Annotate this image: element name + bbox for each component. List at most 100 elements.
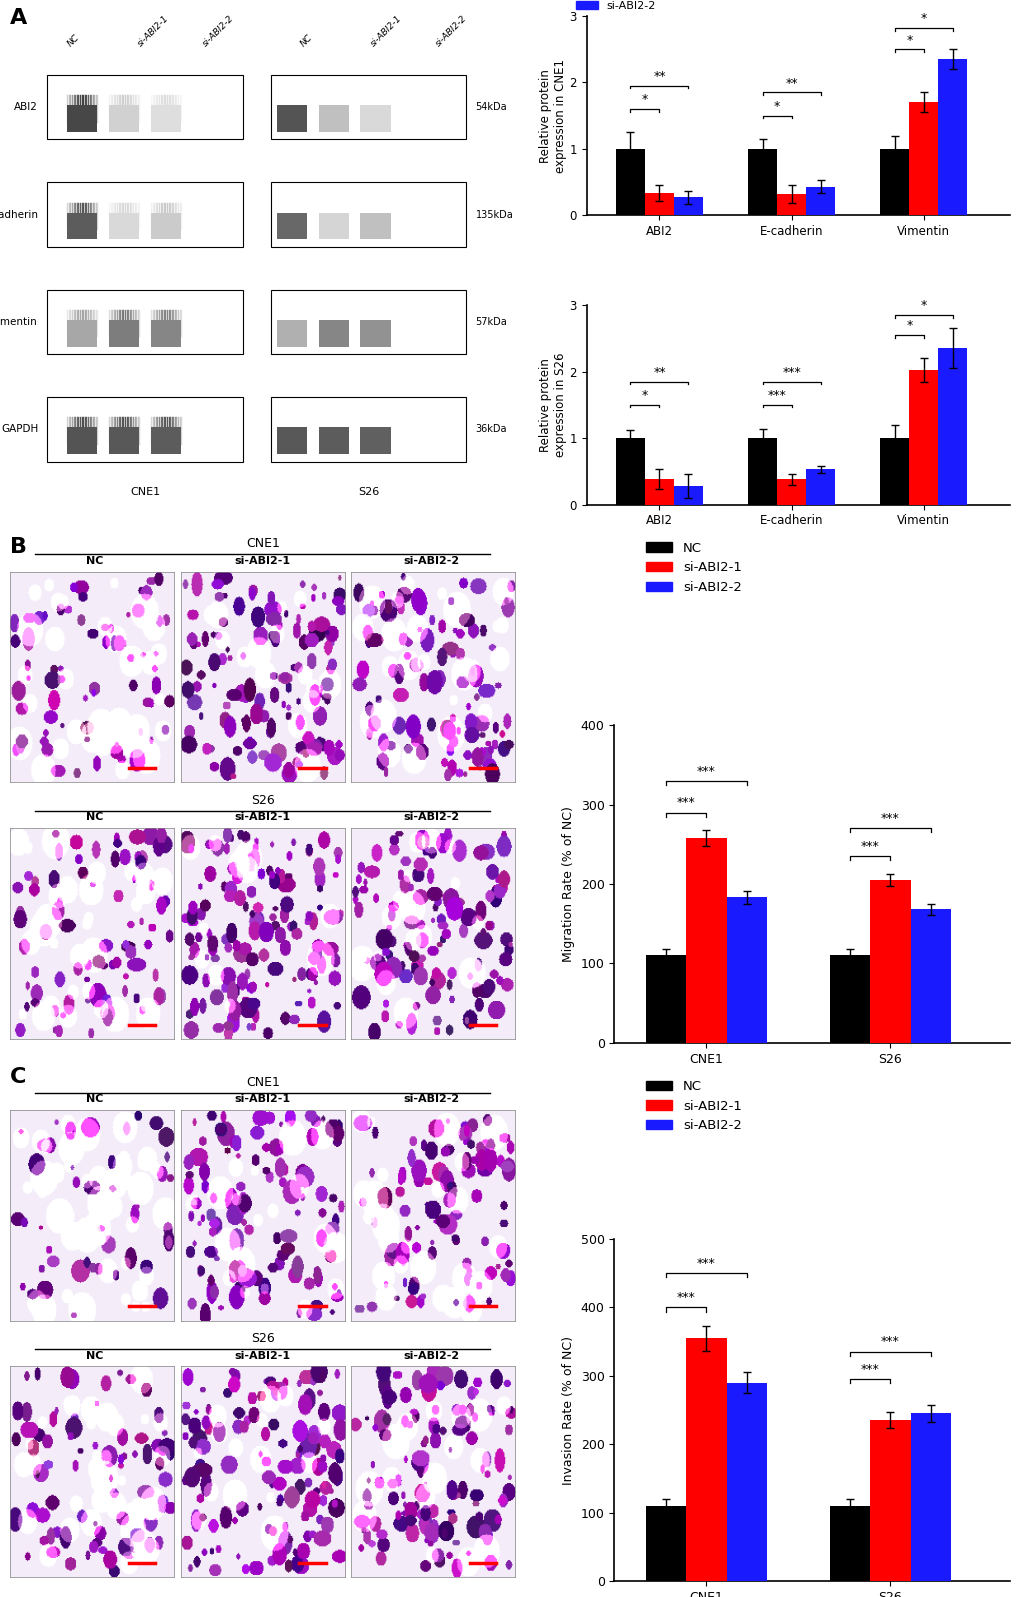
Bar xyxy=(686,838,726,1043)
Text: NC: NC xyxy=(299,32,314,48)
Y-axis label: Invasion Rate (% of NC): Invasion Rate (% of NC) xyxy=(561,1335,575,1485)
Text: 36kDa: 36kDa xyxy=(475,425,506,434)
FancyBboxPatch shape xyxy=(271,75,466,139)
Bar xyxy=(937,348,967,505)
Bar xyxy=(615,438,644,505)
Text: *: * xyxy=(641,93,647,107)
Text: B: B xyxy=(10,537,28,557)
Text: ***: *** xyxy=(677,1290,695,1305)
Bar xyxy=(937,59,967,216)
Text: ***: *** xyxy=(782,366,800,378)
Text: A: A xyxy=(10,8,28,29)
Legend: NC, si-ABI2-1, si-ABI2-2: NC, si-ABI2-1, si-ABI2-2 xyxy=(571,0,660,16)
Text: *: * xyxy=(920,299,926,313)
Text: ***: *** xyxy=(880,813,899,826)
Text: si-ABI2-1: si-ABI2-1 xyxy=(234,1351,290,1361)
Text: NC: NC xyxy=(86,1094,103,1104)
Bar xyxy=(805,470,835,505)
Bar xyxy=(109,212,140,240)
Bar xyxy=(615,149,644,216)
Bar xyxy=(674,198,702,216)
Text: ***: *** xyxy=(677,797,695,810)
Text: S26: S26 xyxy=(251,1332,274,1345)
Bar xyxy=(879,149,908,216)
Text: CNE1: CNE1 xyxy=(130,487,160,497)
FancyBboxPatch shape xyxy=(48,75,243,139)
Bar xyxy=(109,105,140,133)
Bar xyxy=(318,212,348,240)
FancyBboxPatch shape xyxy=(48,398,243,462)
Bar xyxy=(910,909,950,1043)
Text: S26: S26 xyxy=(251,794,274,806)
Bar xyxy=(910,1413,950,1581)
Bar xyxy=(828,955,869,1043)
Bar xyxy=(276,212,307,240)
Text: si-ABI2-2: si-ABI2-2 xyxy=(403,1094,459,1104)
Text: S26: S26 xyxy=(358,487,379,497)
Bar xyxy=(67,212,98,240)
Text: NC: NC xyxy=(86,1351,103,1361)
Text: CNE1: CNE1 xyxy=(246,537,279,551)
Text: ***: *** xyxy=(860,840,878,853)
Text: NC: NC xyxy=(66,32,82,48)
Bar xyxy=(360,212,390,240)
Text: **: ** xyxy=(785,77,797,89)
Text: ***: *** xyxy=(767,390,786,402)
Bar xyxy=(805,187,835,216)
Text: *: * xyxy=(920,13,926,26)
Bar xyxy=(151,105,181,133)
Text: si-ABI2-2: si-ABI2-2 xyxy=(201,13,235,48)
Text: GAPDH: GAPDH xyxy=(1,425,38,434)
Text: **: ** xyxy=(652,366,665,378)
Text: si-ABI2-2: si-ABI2-2 xyxy=(403,556,459,565)
Text: si-ABI2-1: si-ABI2-1 xyxy=(234,556,290,565)
Bar xyxy=(747,438,776,505)
Text: NC: NC xyxy=(86,813,103,822)
Text: si-ABI2-2: si-ABI2-2 xyxy=(403,1351,459,1361)
Bar xyxy=(644,479,674,505)
Text: *: * xyxy=(905,34,912,46)
Bar xyxy=(318,428,348,454)
Text: 57kDa: 57kDa xyxy=(475,316,506,327)
Text: ***: *** xyxy=(696,765,715,778)
Bar xyxy=(869,1420,910,1581)
Bar xyxy=(869,880,910,1043)
Bar xyxy=(776,479,805,505)
Bar xyxy=(318,105,348,133)
Bar xyxy=(674,485,702,505)
Text: si-ABI2-2: si-ABI2-2 xyxy=(403,813,459,822)
Text: Vimentin: Vimentin xyxy=(0,316,38,327)
Bar xyxy=(686,1338,726,1581)
Bar xyxy=(67,428,98,454)
Text: *: * xyxy=(773,101,780,113)
Bar xyxy=(276,428,307,454)
Y-axis label: Migration Rate (% of NC): Migration Rate (% of NC) xyxy=(561,806,575,961)
Bar xyxy=(67,319,98,347)
Bar xyxy=(276,105,307,133)
Bar xyxy=(645,955,686,1043)
Bar xyxy=(151,428,181,454)
Text: NC: NC xyxy=(86,556,103,565)
Bar xyxy=(276,319,307,347)
Text: 135kDa: 135kDa xyxy=(475,209,513,220)
Bar xyxy=(908,102,937,216)
Bar xyxy=(360,428,390,454)
Text: *: * xyxy=(905,319,912,332)
FancyBboxPatch shape xyxy=(271,398,466,462)
FancyBboxPatch shape xyxy=(48,289,243,355)
Bar xyxy=(151,319,181,347)
Bar xyxy=(318,319,348,347)
FancyBboxPatch shape xyxy=(48,182,243,248)
Bar xyxy=(726,1383,766,1581)
Text: CNE1: CNE1 xyxy=(246,1076,279,1089)
Bar xyxy=(109,428,140,454)
Text: **: ** xyxy=(652,70,665,83)
Legend: NC, si-ABI2-1, si-ABI2-2: NC, si-ABI2-1, si-ABI2-2 xyxy=(640,1075,747,1137)
Text: si-ABI2-1: si-ABI2-1 xyxy=(368,13,403,48)
Legend: NC, si-ABI2-1, si-ABI2-2: NC, si-ABI2-1, si-ABI2-2 xyxy=(640,537,747,599)
Text: 54kDa: 54kDa xyxy=(475,102,506,112)
Bar xyxy=(67,105,98,133)
Text: E-cadherin: E-cadherin xyxy=(0,209,38,220)
Y-axis label: Relative protein
expression in S26: Relative protein expression in S26 xyxy=(538,353,567,457)
Bar xyxy=(360,319,390,347)
